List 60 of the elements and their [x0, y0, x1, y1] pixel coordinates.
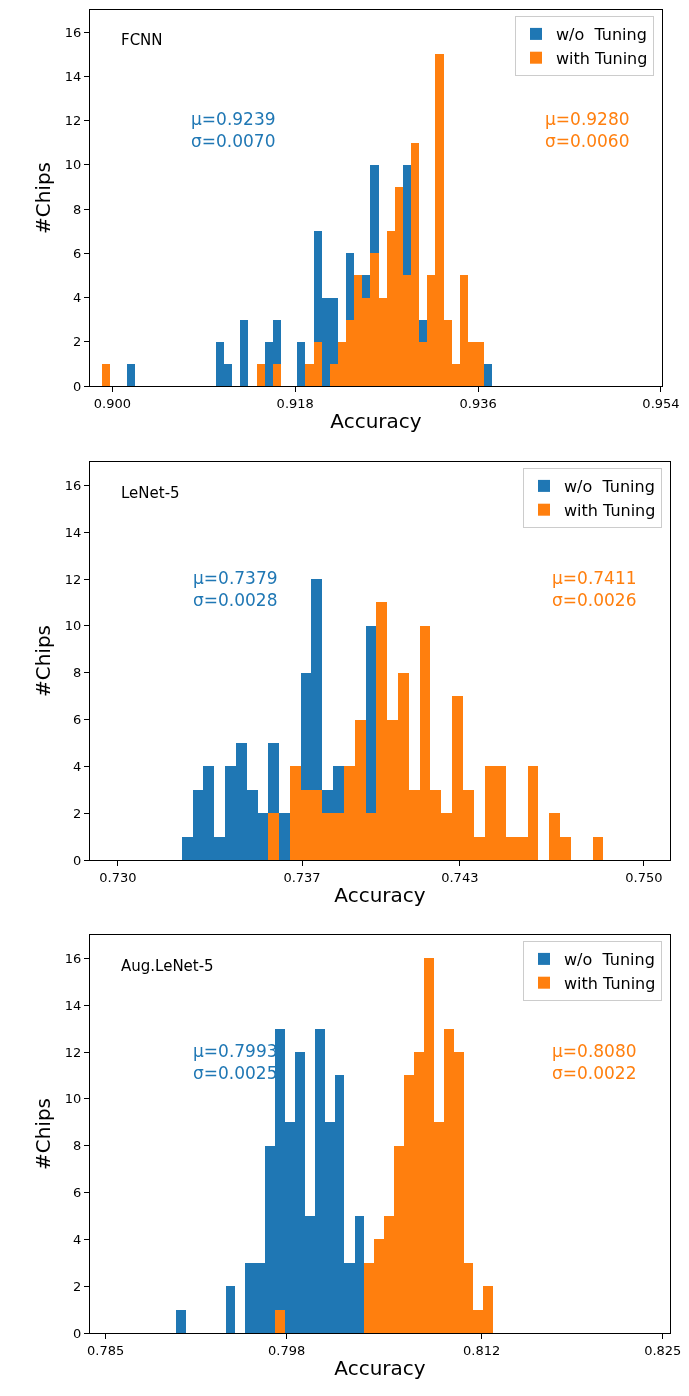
y-tick-label: 8 [73, 665, 82, 681]
x-tick-label: 0.743 [441, 869, 479, 885]
y-tick-label: 2 [73, 1278, 82, 1294]
text: Aug.LeNet-5 [121, 957, 214, 975]
y-tick-label: 8 [73, 1138, 82, 1154]
x-tick-label: 0.785 [86, 1342, 125, 1358]
y-tick-label: 14 [64, 68, 82, 84]
legend-label: with Tuning [564, 973, 656, 993]
y-tick-label: 2 [73, 805, 82, 821]
y-tick-label: 0 [73, 852, 82, 868]
annotation: μ=0.9239 σ=0.0070 [191, 109, 276, 152]
x-axis-title: Accuracy [334, 883, 426, 908]
x-axis-title: Accuracy [334, 1356, 426, 1381]
y-tick-label: 14 [64, 997, 82, 1013]
y-tick-label: 0 [73, 1325, 82, 1341]
annotation: μ=0.9280 σ=0.0060 [545, 109, 630, 152]
x-tick-label: 0.812 [463, 1342, 501, 1358]
x-tick-label: 0.750 [625, 869, 663, 885]
x-tick-label: 0.954 [642, 395, 680, 411]
x-tick-label: 0.825 [644, 1342, 682, 1358]
y-axis-title: #Chips [31, 1097, 56, 1171]
y-tick-label: 10 [64, 618, 82, 634]
annotation: μ=0.7379 σ=0.0028 [193, 568, 278, 611]
y-tick-label: 6 [73, 1185, 82, 1201]
y-tick-label: 6 [73, 712, 82, 728]
y-tick-label: 16 [64, 24, 82, 40]
y-tick-label: 12 [64, 1044, 82, 1060]
legend-label: with Tuning [556, 48, 648, 68]
text: FCNN [121, 31, 163, 49]
y-tick-label: 6 [73, 245, 82, 261]
y-tick-label: 8 [73, 201, 82, 217]
y-tick-label: 12 [64, 571, 82, 587]
y-tick-label: 14 [64, 524, 82, 540]
legend-label: w/o Tuning [564, 950, 655, 970]
legend-label: w/o Tuning [556, 25, 647, 45]
legend-label: w/o Tuning [564, 477, 655, 497]
annotation: μ=0.7993 σ=0.0025 [193, 1041, 278, 1084]
y-tick-label: 16 [64, 477, 82, 493]
y-tick-label: 4 [73, 1231, 82, 1247]
annotation: μ=0.7411 σ=0.0026 [552, 568, 637, 611]
y-axis-title: #Chips [31, 161, 56, 235]
y-tick-label: 10 [64, 157, 82, 173]
y-tick-label: 4 [73, 758, 82, 774]
y-tick-label: 12 [64, 113, 82, 129]
annotation: μ=0.8080 σ=0.0022 [552, 1041, 637, 1084]
y-axis-title: #Chips [31, 624, 56, 698]
x-tick-label: 0.918 [276, 395, 314, 411]
y-tick-label: 10 [64, 1091, 82, 1107]
legend-label: with Tuning [564, 500, 656, 520]
x-tick-label: 0.730 [99, 869, 137, 885]
x-tick-label: 0.798 [268, 1342, 306, 1358]
y-tick-label: 2 [73, 334, 82, 350]
y-tick-label: 4 [73, 290, 82, 306]
x-tick-label: 0.936 [459, 395, 497, 411]
x-tick-label: 0.900 [93, 395, 131, 411]
y-tick-label: 0 [73, 378, 82, 394]
x-tick-label: 0.737 [283, 869, 321, 885]
x-axis-title: Accuracy [330, 409, 422, 434]
y-tick-label: 16 [64, 950, 82, 966]
text: LeNet-5 [121, 484, 180, 502]
